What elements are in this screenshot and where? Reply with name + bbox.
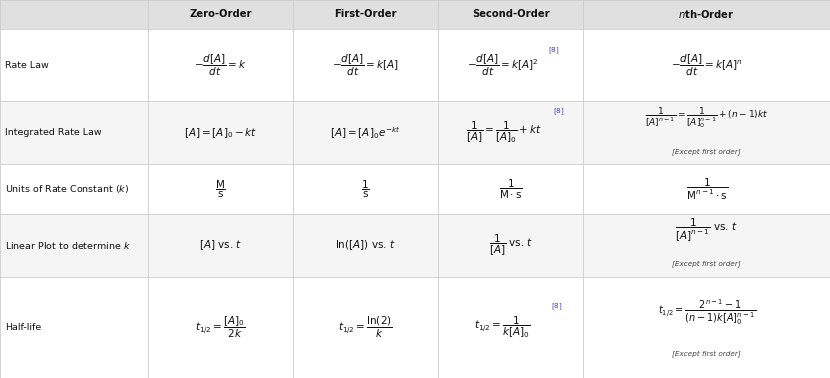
Text: Units of Rate Constant ($k$): Units of Rate Constant ($k$) <box>5 183 129 195</box>
Text: $\dfrac{1}{\mathrm{M}^{n-1} \cdot \mathrm{s}}$: $\dfrac{1}{\mathrm{M}^{n-1} \cdot \mathr… <box>686 177 728 201</box>
Text: First-Order: First-Order <box>334 9 397 19</box>
Bar <box>148 214 293 277</box>
Bar <box>583 101 830 164</box>
Bar <box>293 214 438 277</box>
Bar <box>293 101 438 164</box>
Text: $n$th-Order: $n$th-Order <box>678 8 735 20</box>
Bar <box>583 0 830 29</box>
Text: $t_{1/2} = \dfrac{\ln(2)}{k}$: $t_{1/2} = \dfrac{\ln(2)}{k}$ <box>339 315 393 340</box>
Text: $[A] = [A]_0 e^{-kt}$: $[A] = [A]_0 e^{-kt}$ <box>330 125 401 141</box>
Bar <box>148 29 293 101</box>
Text: $\dfrac{1}{[A]} = \dfrac{1}{[A]_0} + kt$: $\dfrac{1}{[A]} = \dfrac{1}{[A]_0} + kt$ <box>466 120 542 146</box>
Bar <box>438 277 583 378</box>
Text: Zero-Order: Zero-Order <box>189 9 251 19</box>
Text: Linear Plot to determine $k$: Linear Plot to determine $k$ <box>5 240 131 251</box>
Bar <box>148 0 293 29</box>
Bar <box>583 277 830 378</box>
Text: $t_{1/2} = \dfrac{2^{n-1}-1}{(n-1)k[A]_0^{n-1}}$: $t_{1/2} = \dfrac{2^{n-1}-1}{(n-1)k[A]_0… <box>657 297 756 327</box>
Bar <box>438 214 583 277</box>
Bar <box>583 164 830 214</box>
Text: $-\dfrac{d[A]}{dt} = k[A]^{2}$: $-\dfrac{d[A]}{dt} = k[A]^{2}$ <box>466 53 539 77</box>
Text: $\dfrac{\mathrm{M}}{\mathrm{s}}$: $\dfrac{\mathrm{M}}{\mathrm{s}}$ <box>215 178 226 200</box>
Bar <box>438 0 583 29</box>
Text: [Except first order]: [Except first order] <box>672 260 741 268</box>
Bar <box>0 214 148 277</box>
Text: $\mathsf{[8]}$: $\mathsf{[8]}$ <box>553 107 565 117</box>
Bar <box>583 29 830 101</box>
Text: $\dfrac{1}{\mathrm{M} \cdot \mathrm{s}}$: $\dfrac{1}{\mathrm{M} \cdot \mathrm{s}}$ <box>499 177 523 201</box>
Text: $\dfrac{1}{[A]^{n-1}}$ vs. $t$: $\dfrac{1}{[A]^{n-1}}$ vs. $t$ <box>676 217 738 243</box>
Text: $t_{1/2} = \dfrac{1}{k[A]_0}$: $t_{1/2} = \dfrac{1}{k[A]_0}$ <box>474 315 531 340</box>
Text: $\dfrac{1}{[A]^{n-1}} = \dfrac{1}{[A]_0^{n-1}} + (n-1)kt$: $\dfrac{1}{[A]^{n-1}} = \dfrac{1}{[A]_0^… <box>645 105 769 130</box>
Text: Rate Law: Rate Law <box>5 60 49 70</box>
Text: $-\dfrac{d[A]}{dt} = k$: $-\dfrac{d[A]}{dt} = k$ <box>194 53 247 77</box>
Text: $[A]$ vs. $t$: $[A]$ vs. $t$ <box>199 238 242 252</box>
Bar <box>293 277 438 378</box>
Bar <box>293 164 438 214</box>
Bar <box>148 164 293 214</box>
Bar <box>0 29 148 101</box>
Text: Integrated Rate Law: Integrated Rate Law <box>5 129 101 137</box>
Bar <box>0 0 148 29</box>
Bar <box>0 164 148 214</box>
Bar <box>583 214 830 277</box>
Bar <box>438 29 583 101</box>
Bar <box>438 101 583 164</box>
Bar <box>148 277 293 378</box>
Bar <box>438 164 583 214</box>
Bar <box>148 101 293 164</box>
Bar <box>0 277 148 378</box>
Text: $\mathsf{[8]}$: $\mathsf{[8]}$ <box>550 301 563 312</box>
Text: $-\dfrac{d[A]}{dt} = k[A]$: $-\dfrac{d[A]}{dt} = k[A]$ <box>332 53 399 77</box>
Bar <box>0 101 148 164</box>
Text: [Except first order]: [Except first order] <box>672 350 741 357</box>
Text: [Except first order]: [Except first order] <box>672 148 741 155</box>
Text: $\dfrac{1}{[A]}$ vs. $t$: $\dfrac{1}{[A]}$ vs. $t$ <box>489 232 533 258</box>
Text: Second-Order: Second-Order <box>472 9 549 19</box>
Text: $\dfrac{1}{\mathrm{s}}$: $\dfrac{1}{\mathrm{s}}$ <box>361 178 370 200</box>
Text: Half-life: Half-life <box>5 323 42 332</box>
Bar <box>293 0 438 29</box>
Bar <box>293 29 438 101</box>
Text: $\mathsf{[8]}$: $\mathsf{[8]}$ <box>548 45 560 56</box>
Text: $-\dfrac{d[A]}{dt} = k[A]^{n}$: $-\dfrac{d[A]}{dt} = k[A]^{n}$ <box>671 53 743 77</box>
Text: $[A] = [A]_0 - kt$: $[A] = [A]_0 - kt$ <box>183 126 257 140</box>
Text: $t_{1/2} = \dfrac{[A]_0}{2k}$: $t_{1/2} = \dfrac{[A]_0}{2k}$ <box>195 315 246 340</box>
Text: $\ln([A])$ vs. $t$: $\ln([A])$ vs. $t$ <box>335 238 396 252</box>
